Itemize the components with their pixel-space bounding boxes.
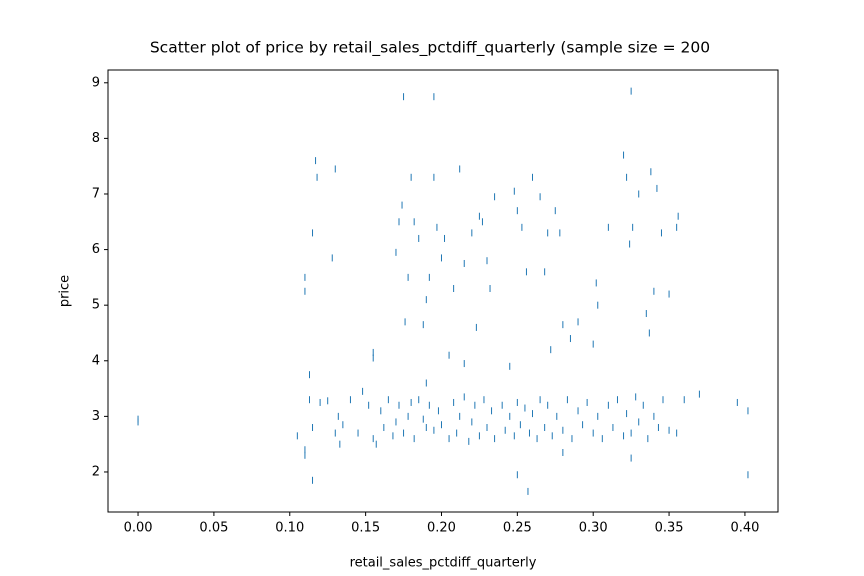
x-tick-label: 0.25 [503,521,532,536]
x-tick-label: 0.20 [427,521,456,536]
y-tick-label: 3 [92,409,100,424]
y-tick-label: 9 [92,75,100,90]
x-tick-label: 0.35 [655,521,684,536]
x-tick-label: 0.40 [730,521,759,536]
y-tick-label: 6 [92,242,100,257]
x-tick-label: 0.30 [579,521,608,536]
y-axis-label: price [58,275,73,307]
y-tick-label: 4 [92,353,100,368]
x-tick-label: 0.15 [351,521,380,536]
x-tick-label: 0.00 [124,521,153,536]
y-tick-label: 5 [92,298,100,313]
x-tick-label: 0.05 [199,521,228,536]
plot-frame [107,69,779,513]
y-tick-label: 8 [92,131,100,146]
x-axis-label: retail_sales_pctdiff_quarterly [350,556,537,571]
chart-title: Scatter plot of price by retail_sales_pc… [150,39,710,58]
y-tick-label: 7 [92,186,100,201]
x-tick-label: 0.10 [275,521,304,536]
y-tick-label: 2 [92,464,100,479]
